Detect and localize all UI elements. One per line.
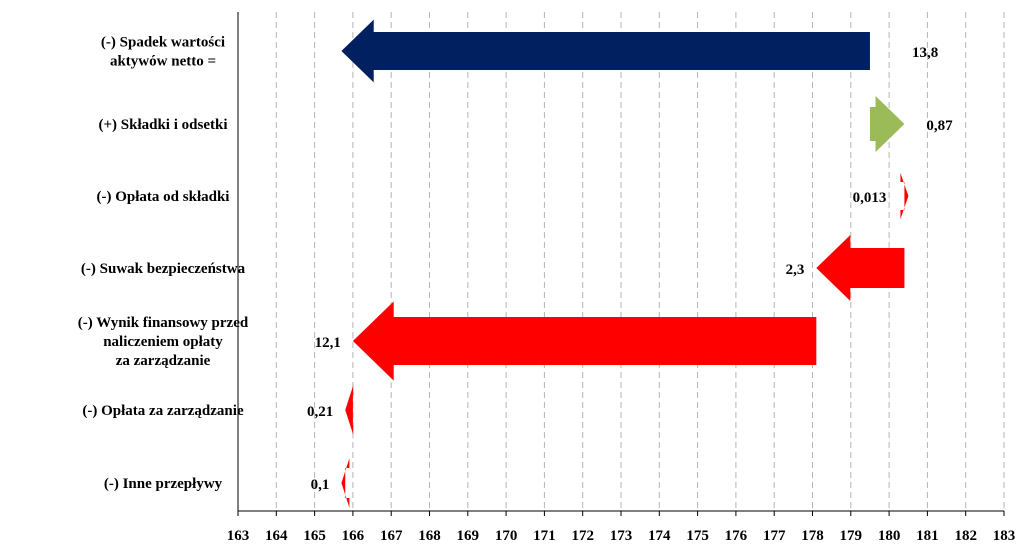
x-tick-label: 165 [303, 528, 326, 544]
bar-arrow [352, 301, 817, 381]
category-label: (-) Wynik finansowy przed [78, 315, 249, 331]
value-label: 0,1 [311, 477, 330, 493]
x-tick-label: 182 [954, 528, 977, 544]
category-label: naliczeniem opłaty [103, 334, 223, 350]
category-label: (-) Suwak bezpieczeństwa [81, 261, 246, 277]
x-tick-label: 180 [878, 528, 901, 544]
value-label: 0,21 [307, 404, 333, 420]
x-tick-label: 169 [457, 528, 480, 544]
x-tick-label: 163 [227, 528, 250, 544]
x-tick-labels: 163 164 165 166 167 168 169 170 171 172 173 174 175 1… [227, 528, 1016, 544]
x-tick-label: 172 [571, 528, 594, 544]
x-tick-label: 174 [648, 528, 671, 544]
x-tick-label: 173 [610, 528, 633, 544]
value-labels: 13,8 0,87 0,013 2,3 12,1 0,21 0,1 [307, 45, 953, 493]
x-tick-label: 171 [533, 528, 556, 544]
x-tick-label: 167 [380, 528, 403, 544]
bar-arrow [816, 235, 905, 301]
value-label: 13,8 [912, 45, 938, 61]
bar-arrow [341, 19, 870, 83]
x-tick-label: 183 [993, 528, 1016, 544]
category-label: aktywów netto = [110, 54, 216, 70]
category-labels: (-) Spadek wartości aktywów netto = (+) Sk… [78, 35, 249, 493]
x-tick-label: 178 [801, 528, 824, 544]
bar-arrow [341, 458, 350, 508]
grid [275, 12, 1005, 511]
category-label: (+) Składki i odsetki [98, 117, 227, 133]
bar-arrow [869, 95, 905, 153]
bars [341, 19, 909, 508]
x-tick-label: 164 [265, 528, 288, 544]
category-label: (-) Inne przepływy [104, 476, 223, 492]
x-tick-label: 176 [725, 528, 748, 544]
category-label: (-) Opłata od składki [97, 189, 230, 205]
value-label: 2,3 [786, 262, 805, 278]
axes [237, 12, 1005, 516]
bar-arrow [345, 385, 354, 435]
x-tick-label: 168 [418, 528, 441, 544]
x-tick-label: 166 [342, 528, 365, 544]
value-label: 0,013 [853, 190, 887, 206]
value-label: 0,87 [926, 118, 953, 134]
x-tick-label: 179 [840, 528, 863, 544]
bar-arrow [900, 172, 909, 220]
value-label: 12,1 [315, 335, 341, 351]
x-tick-label: 170 [495, 528, 518, 544]
category-label: (-) Opłata za zarządzanie [82, 403, 244, 419]
x-tick-label: 177 [763, 528, 786, 544]
category-label: za zarządzanie [116, 353, 211, 369]
x-tick-label: 181 [916, 528, 939, 544]
category-label: (-) Spadek wartości [101, 35, 225, 51]
x-tick-label: 175 [686, 528, 709, 544]
